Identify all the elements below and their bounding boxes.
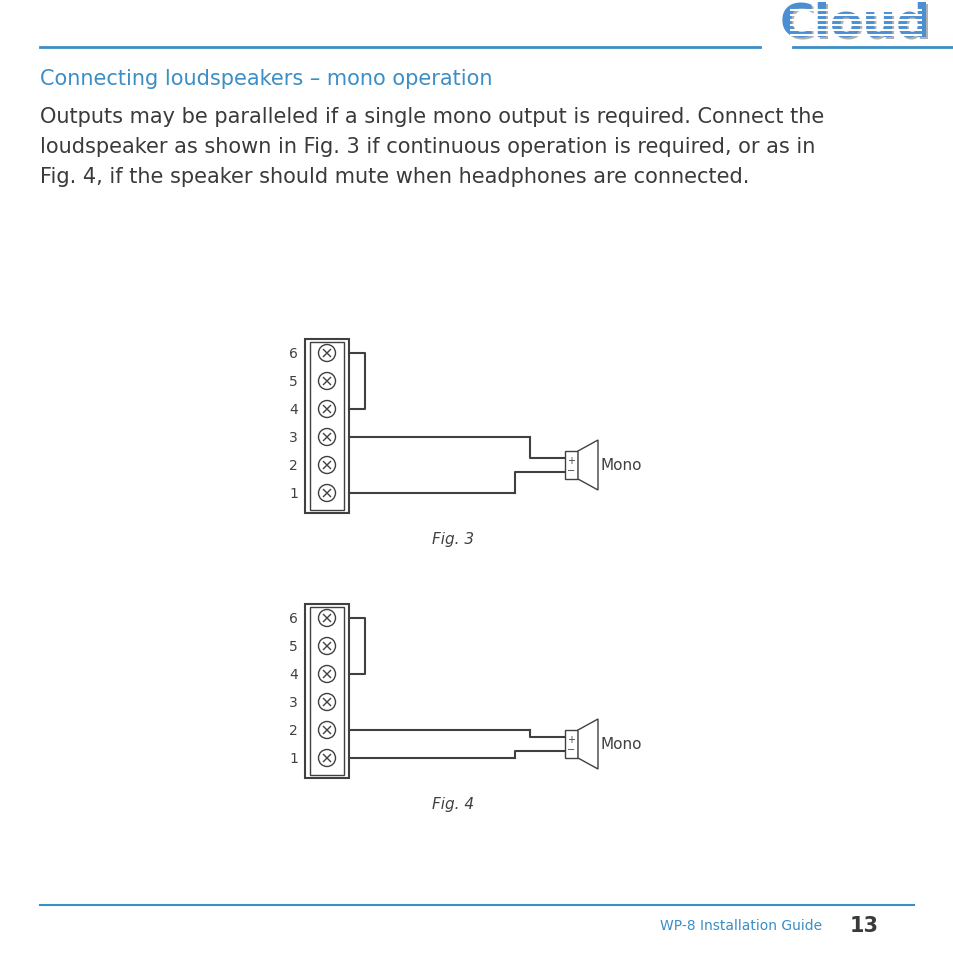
Polygon shape (578, 720, 598, 769)
Circle shape (318, 457, 335, 474)
Polygon shape (578, 440, 598, 491)
Text: −: − (567, 744, 575, 755)
Circle shape (318, 345, 335, 362)
Circle shape (318, 374, 335, 390)
Circle shape (318, 401, 335, 418)
Text: Cloud: Cloud (781, 4, 931, 49)
Circle shape (318, 666, 335, 682)
Circle shape (318, 750, 335, 767)
Text: Cloud: Cloud (779, 2, 929, 47)
Text: loudspeaker as shown in Fig. 3 if continuous operation is required, or as in: loudspeaker as shown in Fig. 3 if contin… (40, 137, 815, 157)
Text: WP-8 Installation Guide: WP-8 Installation Guide (659, 918, 821, 932)
Text: Fig. 4, if the speaker should mute when headphones are connected.: Fig. 4, if the speaker should mute when … (40, 167, 749, 187)
Text: Outputs may be paralleled if a single mono output is required. Connect the: Outputs may be paralleled if a single mo… (40, 107, 823, 127)
Text: −: − (567, 466, 575, 476)
Text: Connecting loudspeakers – mono operation: Connecting loudspeakers – mono operation (40, 69, 492, 89)
Text: 2: 2 (289, 723, 297, 738)
Text: 5: 5 (289, 375, 297, 389)
Text: Mono: Mono (600, 458, 641, 473)
Text: 4: 4 (289, 667, 297, 681)
Text: 6: 6 (289, 612, 297, 625)
Circle shape (318, 429, 335, 446)
Text: 5: 5 (289, 639, 297, 654)
Text: Fig. 4: Fig. 4 (432, 796, 474, 811)
Text: +: + (567, 456, 575, 465)
Bar (564, 730, 578, 759)
Text: 2: 2 (289, 458, 297, 473)
Text: 3: 3 (289, 431, 297, 444)
Circle shape (318, 721, 335, 739)
Bar (564, 452, 578, 479)
Text: Mono: Mono (600, 737, 641, 752)
Text: Fig. 3: Fig. 3 (432, 532, 474, 546)
Circle shape (318, 638, 335, 655)
Text: 6: 6 (289, 347, 297, 360)
Circle shape (318, 485, 335, 502)
Text: 3: 3 (289, 696, 297, 709)
Bar (305, 339, 349, 514)
Text: 13: 13 (849, 915, 878, 935)
Bar (305, 604, 349, 779)
Text: 1: 1 (289, 486, 297, 500)
Circle shape (318, 694, 335, 711)
Bar (310, 607, 344, 775)
Text: 1: 1 (289, 751, 297, 765)
Circle shape (318, 610, 335, 627)
Text: 4: 4 (289, 402, 297, 416)
Bar (310, 343, 344, 511)
Text: +: + (567, 734, 575, 744)
